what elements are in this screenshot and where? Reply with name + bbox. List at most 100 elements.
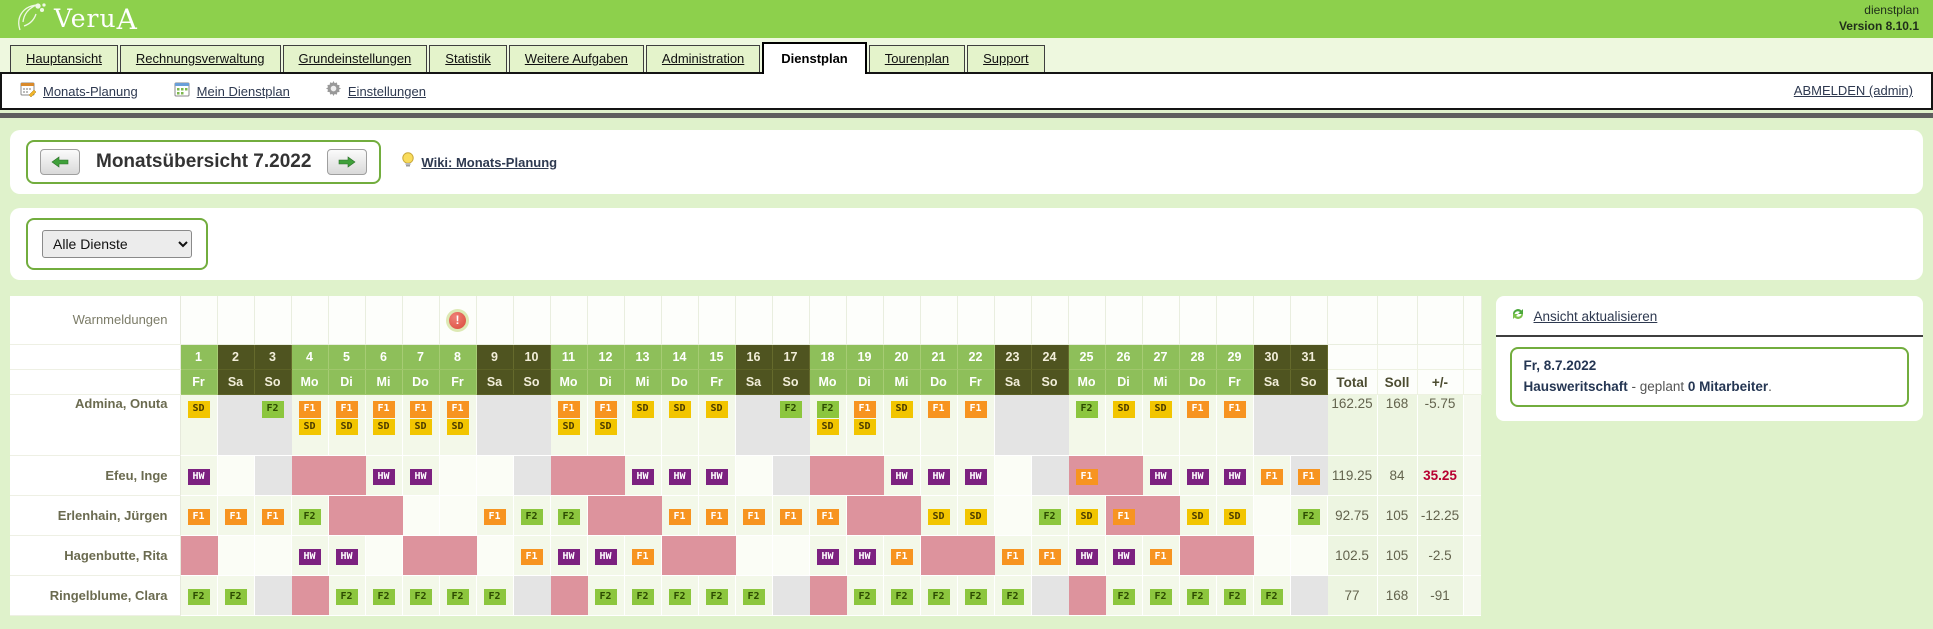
- roster-cell-day-5[interactable]: [328, 455, 366, 496]
- roster-cell-day-23[interactable]: F1: [994, 535, 1032, 576]
- roster-cell-day-1[interactable]: F1: [180, 495, 218, 536]
- roster-cell-day-18[interactable]: [809, 455, 847, 496]
- roster-cell-day-14[interactable]: [661, 535, 699, 576]
- roster-cell-day-2[interactable]: [217, 455, 255, 496]
- roster-cell-day-22[interactable]: [957, 535, 995, 576]
- roster-cell-day-10[interactable]: [513, 455, 551, 496]
- roster-cell-day-9[interactable]: F2: [476, 575, 514, 616]
- roster-cell-day-15[interactable]: HW: [698, 455, 736, 496]
- tab-link-support[interactable]: Support: [983, 51, 1029, 66]
- roster-cell-day-18[interactable]: F1: [809, 495, 847, 536]
- roster-cell-day-20[interactable]: [883, 495, 921, 536]
- tab-support[interactable]: Support: [967, 45, 1045, 72]
- tab-tourenplan[interactable]: Tourenplan: [868, 45, 966, 72]
- roster-cell-day-22[interactable]: F1: [957, 394, 995, 456]
- wiki-link[interactable]: Wiki: Monats-Planung: [421, 154, 558, 170]
- roster-cell-day-26[interactable]: F2: [1105, 575, 1143, 616]
- roster-cell-day-18[interactable]: HW: [809, 535, 847, 576]
- roster-cell-day-31[interactable]: F2: [1290, 495, 1328, 536]
- roster-cell-day-3[interactable]: [254, 535, 292, 576]
- tab-link-statistik[interactable]: Statistik: [445, 51, 491, 66]
- roster-cell-day-26[interactable]: SD: [1105, 394, 1143, 456]
- tab-link-rechnungsverwaltung[interactable]: Rechnungsverwaltung: [135, 51, 265, 66]
- tab-dienstplan[interactable]: Dienstplan: [762, 42, 867, 74]
- roster-cell-day-3[interactable]: [254, 455, 292, 496]
- roster-cell-day-12[interactable]: F2: [587, 575, 625, 616]
- roster-cell-day-8[interactable]: [439, 495, 477, 536]
- roster-cell-day-23[interactable]: [994, 455, 1032, 496]
- roster-cell-day-11[interactable]: F1 SD: [550, 394, 588, 456]
- roster-cell-day-14[interactable]: HW: [661, 455, 699, 496]
- roster-cell-day-16[interactable]: F2: [735, 575, 773, 616]
- roster-cell-day-27[interactable]: SD: [1142, 394, 1180, 456]
- roster-cell-day-11[interactable]: HW: [550, 535, 588, 576]
- roster-cell-day-26[interactable]: HW: [1105, 535, 1143, 576]
- roster-cell-day-31[interactable]: [1290, 394, 1328, 456]
- roster-cell-day-17[interactable]: [772, 575, 810, 616]
- roster-cell-day-13[interactable]: F1: [624, 535, 662, 576]
- roster-cell-day-26[interactable]: [1105, 455, 1143, 496]
- tab-link-grundeinstellungen[interactable]: Grundeinstellungen: [298, 51, 412, 66]
- roster-cell-day-7[interactable]: HW: [402, 455, 440, 496]
- roster-cell-day-29[interactable]: SD: [1216, 495, 1254, 536]
- roster-cell-day-28[interactable]: HW: [1179, 455, 1217, 496]
- roster-cell-day-24[interactable]: [1031, 394, 1069, 456]
- roster-cell-day-19[interactable]: [846, 495, 884, 536]
- roster-cell-day-5[interactable]: [328, 495, 366, 536]
- roster-cell-day-1[interactable]: F2: [180, 575, 218, 616]
- roster-cell-day-21[interactable]: [920, 535, 958, 576]
- roster-cell-day-21[interactable]: F2: [920, 575, 958, 616]
- roster-cell-day-4[interactable]: [291, 575, 329, 616]
- tab-rechnungsverwaltung[interactable]: Rechnungsverwaltung: [119, 45, 281, 72]
- roster-cell-day-30[interactable]: [1253, 495, 1291, 536]
- roster-cell-day-27[interactable]: HW: [1142, 455, 1180, 496]
- logout-link[interactable]: ABMELDEN (admin): [1793, 83, 1913, 98]
- roster-cell-day-25[interactable]: SD: [1068, 495, 1106, 536]
- roster-cell-day-2[interactable]: F2: [217, 575, 255, 616]
- roster-cell-day-9[interactable]: [476, 535, 514, 576]
- roster-cell-day-1[interactable]: SD: [180, 394, 218, 456]
- roster-cell-day-13[interactable]: [624, 495, 662, 536]
- roster-cell-day-7[interactable]: [402, 535, 440, 576]
- roster-cell-day-14[interactable]: F2: [661, 575, 699, 616]
- roster-cell-day-10[interactable]: F1: [513, 535, 551, 576]
- roster-cell-day-5[interactable]: HW: [328, 535, 366, 576]
- roster-cell-day-25[interactable]: F2: [1068, 394, 1106, 456]
- roster-cell-day-12[interactable]: [587, 495, 625, 536]
- tab-administration[interactable]: Administration: [645, 45, 761, 72]
- roster-cell-day-6[interactable]: [365, 535, 403, 576]
- roster-cell-day-7[interactable]: [402, 495, 440, 536]
- roster-cell-day-29[interactable]: [1216, 535, 1254, 576]
- roster-cell-day-27[interactable]: F1: [1142, 535, 1180, 576]
- roster-cell-day-16[interactable]: [735, 394, 773, 456]
- roster-cell-day-19[interactable]: HW: [846, 535, 884, 576]
- roster-cell-day-21[interactable]: SD: [920, 495, 958, 536]
- tab-link-weitere-aufgaben[interactable]: Weitere Aufgaben: [524, 51, 628, 66]
- roster-cell-day-27[interactable]: F2: [1142, 575, 1180, 616]
- roster-cell-day-16[interactable]: [735, 535, 773, 576]
- roster-cell-day-3[interactable]: F2: [254, 394, 292, 456]
- roster-cell-day-14[interactable]: SD: [661, 394, 699, 456]
- prev-month-button[interactable]: [40, 149, 80, 175]
- roster-cell-day-6[interactable]: F2: [365, 575, 403, 616]
- roster-cell-day-23[interactable]: [994, 495, 1032, 536]
- roster-cell-day-21[interactable]: F1: [920, 394, 958, 456]
- roster-cell-day-15[interactable]: [698, 535, 736, 576]
- roster-cell-day-4[interactable]: [291, 455, 329, 496]
- roster-cell-day-18[interactable]: F2 SD: [809, 394, 847, 456]
- roster-cell-day-16[interactable]: [735, 455, 773, 496]
- roster-cell-day-12[interactable]: F1 SD: [587, 394, 625, 456]
- roster-cell-day-8[interactable]: F1 SD: [439, 394, 477, 456]
- roster-cell-day-20[interactable]: SD: [883, 394, 921, 456]
- roster-cell-day-3[interactable]: F1: [254, 495, 292, 536]
- roster-cell-day-22[interactable]: SD: [957, 495, 995, 536]
- roster-cell-day-11[interactable]: F2: [550, 495, 588, 536]
- roster-cell-day-2[interactable]: [217, 535, 255, 576]
- next-month-button[interactable]: [327, 149, 368, 175]
- tab-link-tourenplan[interactable]: Tourenplan: [884, 51, 950, 66]
- roster-cell-day-28[interactable]: SD: [1179, 495, 1217, 536]
- roster-cell-day-24[interactable]: F2: [1031, 495, 1069, 536]
- roster-cell-day-14[interactable]: F1: [661, 495, 699, 536]
- roster-cell-day-22[interactable]: HW: [957, 455, 995, 496]
- toolbar-link-monats-planung[interactable]: Monats-Planung: [43, 83, 138, 99]
